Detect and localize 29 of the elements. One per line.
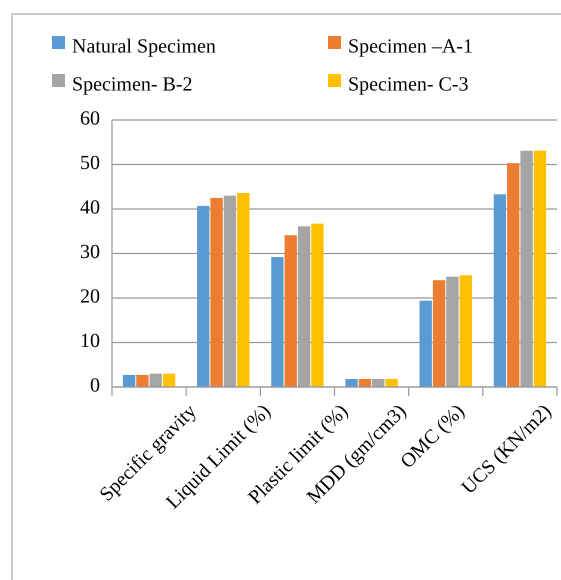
- legend-label: Specimen- B-2: [72, 74, 193, 96]
- legend-label: Natural Specimen: [72, 36, 216, 58]
- bar: [122, 374, 136, 387]
- bar: [460, 275, 472, 387]
- bar: [162, 374, 176, 387]
- bar: [284, 235, 297, 387]
- bar: [432, 280, 446, 387]
- y-tick-label: 50: [80, 152, 100, 174]
- bar: [507, 163, 520, 387]
- y-tick-label: 10: [80, 330, 100, 352]
- y-tick-label: 20: [80, 286, 100, 308]
- legend-label: Specimen- C-3: [348, 74, 469, 96]
- bar: [136, 374, 149, 387]
- bar: [385, 378, 398, 387]
- y-tick-label: 60: [80, 108, 100, 130]
- bar: [358, 378, 372, 387]
- bar: [494, 194, 506, 387]
- bar: [345, 378, 358, 387]
- bar: [210, 198, 223, 387]
- bar: [420, 300, 432, 387]
- bar: [271, 257, 284, 387]
- legend-label: Specimen –A-1: [348, 36, 473, 58]
- bar: [197, 206, 210, 387]
- bar: [534, 150, 546, 387]
- bar: [237, 192, 250, 387]
- y-tick-label: 30: [80, 241, 100, 264]
- y-tick-label: 0: [90, 374, 100, 397]
- bar: [311, 224, 324, 387]
- y-tick-label: 40: [80, 196, 100, 219]
